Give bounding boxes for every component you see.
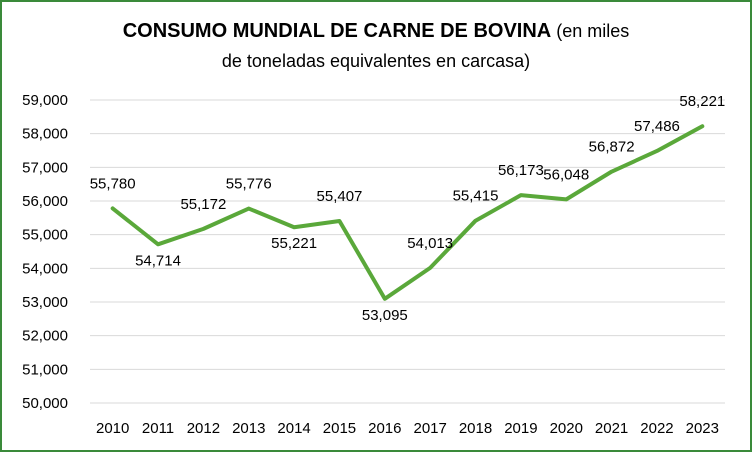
x-tick-label: 2017 [413,420,446,437]
x-tick-label: 2013 [232,420,265,437]
chart-title-rest: (en miles [556,21,630,41]
y-tick-label: 53,000 [22,294,68,311]
x-tick-label: 2010 [96,420,129,437]
x-tick-label: 2020 [550,420,583,437]
series-line-group [110,124,705,301]
data-label: 53,095 [362,307,408,324]
x-tick-label: 2018 [459,420,492,437]
x-tick-label: 2023 [686,420,719,437]
data-label: 55,172 [180,196,226,213]
x-tick-label: 2012 [187,420,220,437]
y-tick-label: 54,000 [22,260,68,277]
x-tick-label: 2015 [323,420,356,437]
y-tick-label: 56,000 [22,193,68,210]
x-axis: 2010 2011 2012 2013 2014 2015 2016 2017 2018 2019… [96,420,719,437]
data-label: 55,415 [453,188,499,205]
chart-title: CONSUMO MUNDIAL DE CARNE DE BOVINA (en m… [40,16,712,46]
x-tick-label: 2021 [595,420,628,437]
data-label: 55,780 [90,175,136,192]
data-label: 58,221 [679,93,725,110]
data-label: 56,048 [543,166,589,183]
y-tick-label: 51,000 [22,361,68,378]
x-tick-label: 2022 [640,420,673,437]
data-label: 55,776 [226,176,272,193]
y-tick-label: 59,000 [22,92,68,109]
y-axis: 50,000 51,000 52,000 53,000 54,000 55,000 56,0… [22,92,68,412]
x-tick-label: 2016 [368,420,401,437]
x-tick-label: 2014 [277,420,310,437]
y-tick-label: 57,000 [22,159,68,176]
data-label: 55,407 [317,188,363,205]
data-label: 57,486 [634,118,680,135]
data-label: 55,221 [271,235,317,252]
x-tick-label: 2019 [504,420,537,437]
x-tick-label: 2011 [142,420,174,437]
data-label: 56,173 [498,162,544,179]
y-tick-label: 52,000 [22,328,68,345]
series-line [110,124,705,301]
data-label: 54,714 [135,252,181,269]
y-tick-label: 58,000 [22,126,68,143]
gridlines [90,99,725,404]
data-label: 56,872 [589,139,635,156]
y-tick-label: 55,000 [22,227,68,244]
y-tick-label: 50,000 [22,395,68,412]
chart-title-bold: CONSUMO MUNDIAL DE CARNE DE BOVINA [122,20,552,42]
chart-subtitle: de toneladas equivalentes en carcasa) [221,51,531,71]
data-label: 54,013 [407,235,453,252]
